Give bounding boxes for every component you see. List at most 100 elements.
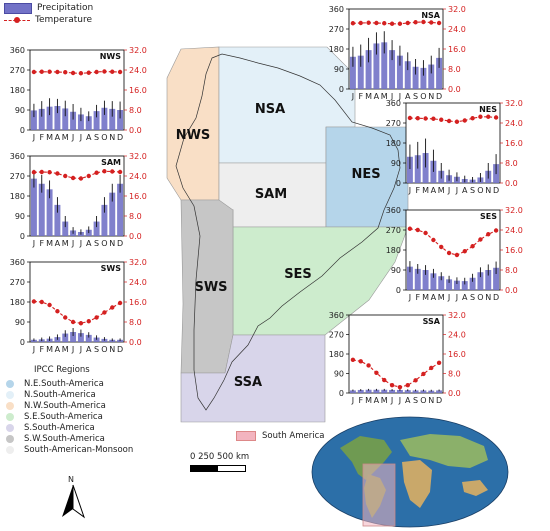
precipitation-bar (422, 270, 429, 290)
temperature-point (110, 305, 115, 310)
panel-frame (405, 209, 501, 291)
x-tick-label: D (117, 345, 123, 354)
precipitation-bar (412, 66, 419, 89)
x-tick-label: O (101, 239, 107, 248)
regions-legend-item: S.South-America (4, 422, 133, 433)
region-dot-icon (6, 401, 14, 410)
panel-title: SWS (101, 264, 122, 273)
temperature-point (382, 21, 387, 26)
temperature-point (421, 371, 426, 377)
precipitation-bar (77, 333, 84, 342)
right-tick-label: 24.0 (129, 66, 147, 75)
precipitation-bar (38, 108, 45, 130)
regions-legend-label: S.South-America (24, 422, 95, 433)
precipitation-bar (54, 204, 61, 236)
regions-legend-item: South-American-Monsoon (4, 444, 133, 455)
x-tick-label: A (374, 92, 380, 101)
temperature-point (78, 176, 84, 181)
x-tick-label: D (436, 92, 442, 101)
temperature-point (102, 69, 107, 74)
left-tick-label: 90 (334, 65, 344, 74)
x-tick-label: J (398, 92, 401, 101)
precipitation-bar (406, 266, 413, 290)
precipitation-bar (30, 110, 37, 130)
left-tick-label: 0 (20, 126, 25, 135)
left-tick-label: 270 (10, 172, 25, 181)
right-tick-label: 32.0 (505, 206, 523, 215)
precipitation-bar (38, 183, 45, 236)
precipitation-bar (365, 389, 372, 393)
x-tick-label: J (447, 186, 450, 195)
x-tick-label: N (109, 345, 115, 354)
inset-legend: South America (236, 431, 324, 441)
temperature-point (63, 173, 68, 179)
precipitation-bar (30, 178, 37, 236)
scale-bar-graphic (190, 465, 246, 472)
x-tick-label: J (79, 133, 82, 142)
precipitation-bar (93, 111, 100, 130)
right-tick-label: 32.0 (448, 5, 466, 14)
x-tick-label: J (351, 396, 354, 405)
x-tick-label: A (55, 239, 61, 248)
panel-frame (29, 49, 125, 131)
temperature-point (405, 20, 410, 26)
x-tick-label: S (470, 186, 475, 195)
right-tick-label: 32.0 (448, 311, 466, 320)
x-tick-label: M (422, 186, 429, 195)
temperature-point (86, 70, 91, 75)
temperature-point (431, 237, 436, 243)
legend-temperature-label: Temperature (35, 15, 93, 25)
x-tick-label: N (109, 133, 115, 142)
north-arrow-icon (62, 484, 85, 519)
temperature-point (110, 169, 115, 174)
left-tick-label: 180 (329, 45, 344, 54)
map-label-ses: SES (284, 267, 312, 282)
precipitation-bar (70, 111, 77, 130)
temperature-point (70, 175, 76, 181)
left-tick-label: 360 (10, 258, 25, 267)
left-tick-label: 360 (10, 46, 25, 55)
left-tick-label: 180 (10, 86, 25, 95)
precipitation-bar (109, 108, 116, 130)
x-tick-label: J (32, 239, 35, 248)
x-tick-label: J (455, 293, 458, 302)
precipitation-bar (349, 56, 356, 89)
left-tick-label: 360 (329, 5, 344, 14)
right-tick-label: 8.0 (129, 318, 142, 327)
right-tick-label: 16.0 (505, 139, 523, 148)
x-tick-label: S (94, 239, 99, 248)
temperature-point (478, 237, 483, 242)
right-tick-label: 0.0 (129, 232, 142, 241)
precipitation-bar (404, 390, 411, 393)
x-tick-label: J (447, 293, 450, 302)
x-tick-label: S (413, 396, 418, 405)
precipitation-bar (46, 189, 53, 236)
temperature-point (47, 69, 52, 74)
right-tick-label: 0.0 (129, 126, 142, 135)
precipitation-bar (101, 107, 108, 130)
temperature-point (415, 227, 420, 233)
temperature-point (366, 20, 371, 25)
precipitation-bar (357, 389, 364, 393)
temperature-point (39, 169, 44, 175)
temperature-point (436, 20, 442, 26)
x-tick-label: F (39, 133, 44, 142)
precipitation-bar (453, 280, 460, 290)
x-tick-label: J (398, 396, 401, 405)
region-dot-icon (6, 445, 14, 454)
temperature-point (94, 170, 99, 175)
precipitation-bar (77, 114, 84, 130)
x-tick-label: A (405, 92, 411, 101)
panel-title: NSA (421, 11, 440, 20)
temperature-point (94, 69, 99, 75)
x-tick-label: S (413, 92, 418, 101)
regions-legend-label: S.E.South-America (24, 411, 103, 422)
left-tick-label: 270 (10, 66, 25, 75)
x-tick-label: O (420, 92, 426, 101)
x-tick-label: J (71, 345, 74, 354)
x-tick-label: F (415, 186, 420, 195)
precipitation-bar (85, 334, 92, 342)
